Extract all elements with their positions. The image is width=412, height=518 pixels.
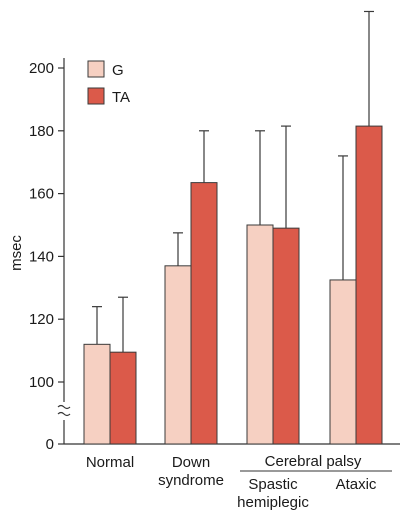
bar-ta [190,182,218,445]
legend-swatch-g [87,60,105,78]
bar-g [329,279,357,445]
y-tick-label: 180 [29,123,54,140]
category-label: syndrome [158,472,224,489]
bar-ta [109,351,137,445]
y-axis-title: msec [8,235,25,271]
category-label: Ataxic [336,476,377,493]
bar-ta [355,125,383,445]
y-tick-label: 100 [29,374,54,391]
legend-swatch-ta [87,87,105,105]
bar-g [83,343,111,445]
category-label: Down [172,454,210,471]
axis-break-icon [57,404,71,417]
group-label: Cerebral palsy [265,453,362,470]
category-label: hemiplegic [237,494,309,511]
y-tick-label: 200 [29,60,54,77]
y-tick-label: 160 [29,186,54,203]
y-tick-label: 0 [46,436,54,453]
y-tick-label: 140 [29,248,54,265]
legend-label-ta: TA [112,89,130,106]
legend-label-g: G [112,62,124,79]
y-tick-label: 120 [29,311,54,328]
category-label: Normal [86,454,134,471]
bar-ta [272,227,300,445]
bar-g [164,265,192,445]
bar-g [246,224,274,445]
category-label: Spastic [248,476,298,493]
